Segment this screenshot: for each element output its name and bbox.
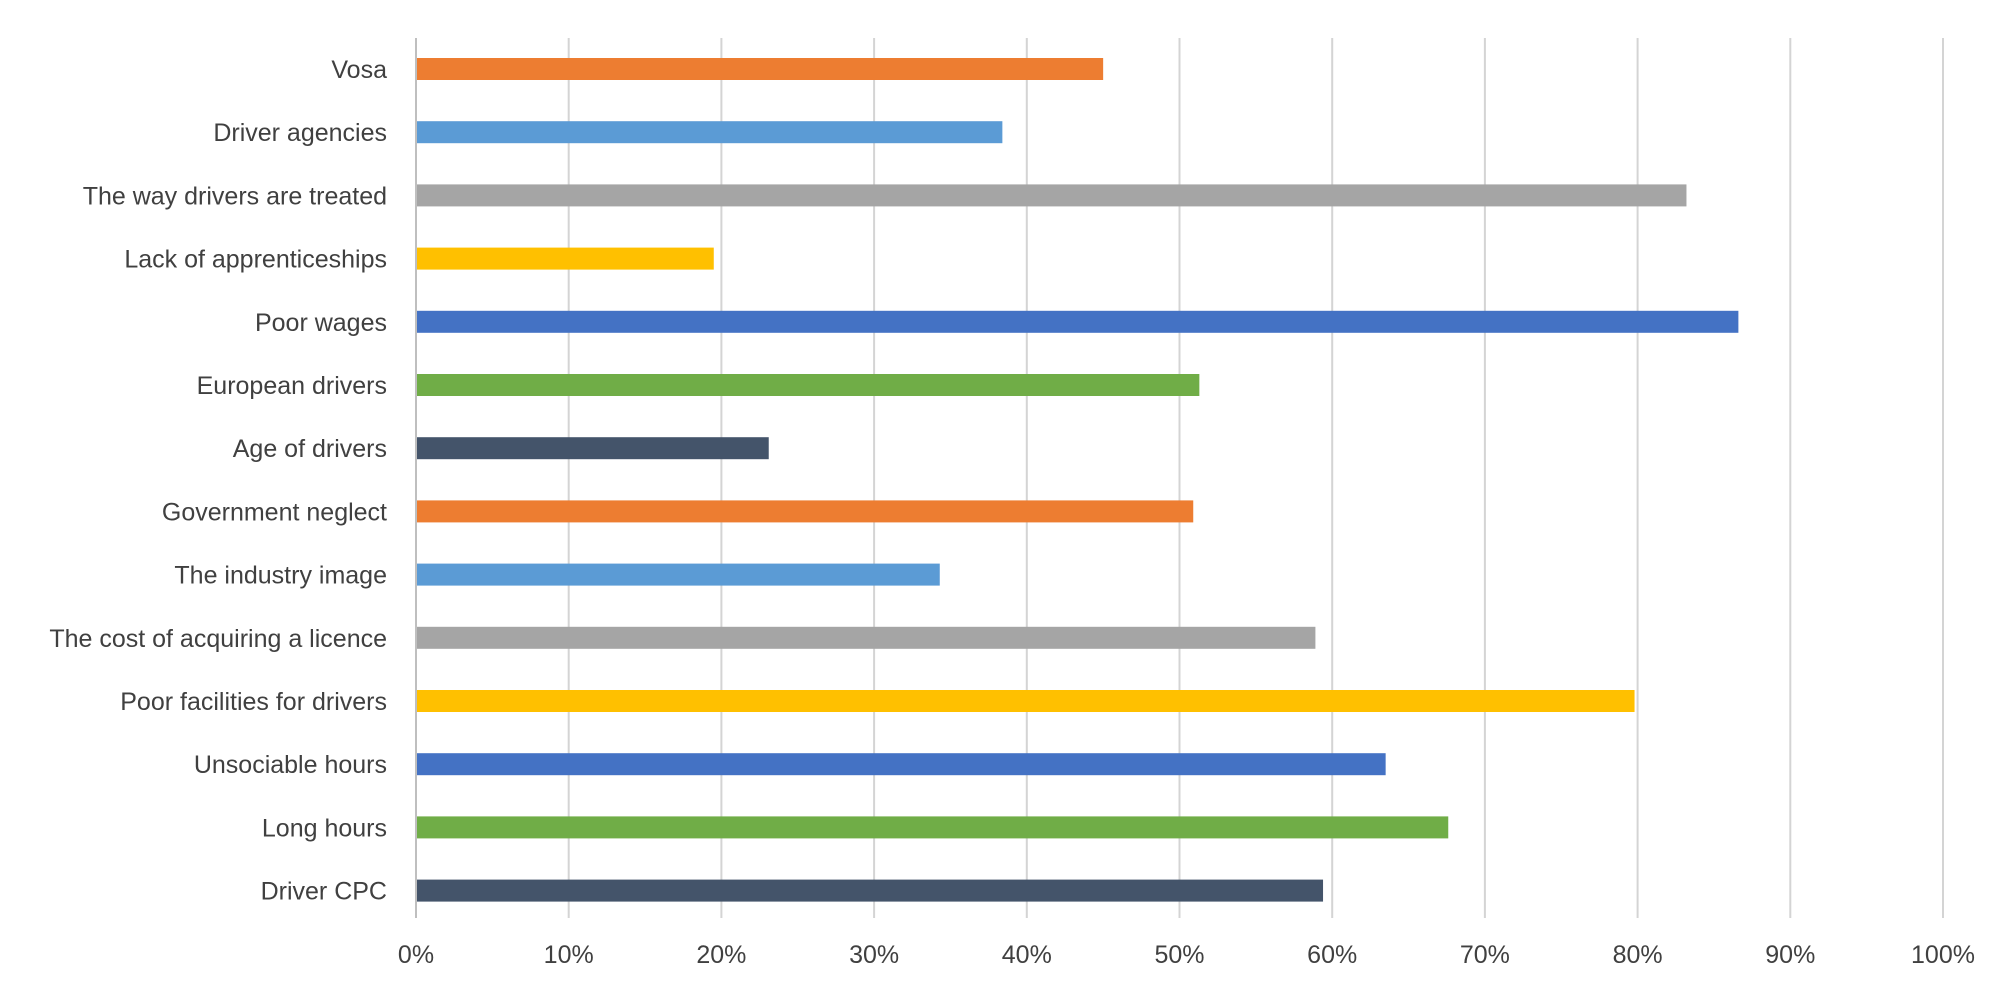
category-label: Vosa bbox=[331, 56, 387, 84]
bar bbox=[416, 563, 940, 586]
category-label: The way drivers are treated bbox=[83, 182, 387, 210]
category-label: Government neglect bbox=[162, 498, 387, 526]
x-tick-label: 80% bbox=[1613, 941, 1663, 969]
gridlines bbox=[567, 38, 1944, 918]
x-tick-label: 100% bbox=[1911, 941, 1975, 969]
category-labels: Vosa Driver agencies The way drivers are t… bbox=[49, 56, 387, 906]
bar bbox=[416, 626, 1316, 649]
bar bbox=[416, 247, 714, 270]
x-tick-label: 60% bbox=[1307, 941, 1357, 969]
category-label: The cost of acquiring a licence bbox=[49, 625, 387, 653]
bar bbox=[416, 184, 1687, 207]
x-tick-label: 20% bbox=[696, 941, 746, 969]
x-tick-label: 0% bbox=[398, 941, 434, 969]
x-tick-label: 70% bbox=[1460, 941, 1510, 969]
category-label: Driver CPC bbox=[261, 878, 387, 906]
x-tick-label: 30% bbox=[849, 941, 899, 969]
bar bbox=[416, 753, 1386, 776]
bar bbox=[416, 121, 1003, 144]
category-label: European drivers bbox=[197, 372, 387, 400]
bars bbox=[416, 58, 1739, 902]
category-label: Unsociable hours bbox=[194, 751, 387, 779]
category-label: Lack of apprenticeships bbox=[124, 246, 387, 274]
bar bbox=[416, 690, 1635, 712]
bar bbox=[416, 879, 1324, 902]
bar bbox=[416, 58, 1104, 80]
bar bbox=[416, 374, 1200, 396]
x-tick-label: 50% bbox=[1154, 941, 1204, 969]
category-label: The industry image bbox=[174, 562, 387, 590]
bar bbox=[416, 816, 1449, 839]
category-label: Poor facilities for drivers bbox=[120, 688, 387, 716]
bar bbox=[416, 310, 1739, 333]
bar bbox=[416, 500, 1194, 523]
category-label: Age of drivers bbox=[233, 435, 387, 463]
category-label: Driver agencies bbox=[213, 119, 387, 147]
bar bbox=[416, 437, 769, 460]
x-tick-label: 90% bbox=[1765, 941, 1815, 969]
category-label: Poor wages bbox=[255, 309, 387, 337]
x-tick-label: 10% bbox=[544, 941, 594, 969]
x-axis-tick-labels: 0% 10% 20% 30% 40% 50% 60% 70% 80% 90% 100% bbox=[398, 941, 1975, 969]
x-tick-label: 40% bbox=[1002, 941, 1052, 969]
category-label: Long hours bbox=[262, 814, 387, 842]
